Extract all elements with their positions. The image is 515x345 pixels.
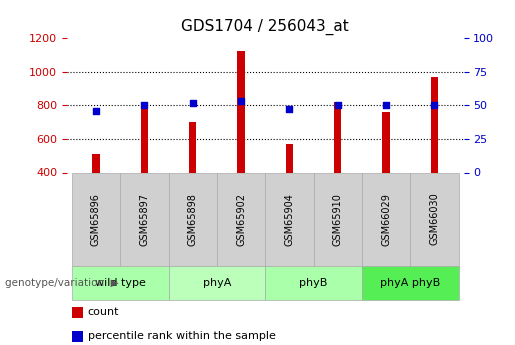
Text: GSM66030: GSM66030 bbox=[430, 193, 439, 245]
Text: wild type: wild type bbox=[95, 278, 146, 288]
Text: phyB: phyB bbox=[299, 278, 328, 288]
Point bbox=[334, 102, 342, 108]
Point bbox=[431, 102, 439, 108]
Point bbox=[92, 108, 100, 114]
Text: count: count bbox=[88, 307, 119, 317]
Text: GSM65904: GSM65904 bbox=[284, 193, 295, 246]
Bar bbox=[189, 122, 196, 172]
Bar bbox=[431, 77, 438, 172]
Point bbox=[237, 98, 245, 104]
Bar bbox=[383, 112, 390, 172]
Text: percentile rank within the sample: percentile rank within the sample bbox=[88, 332, 276, 341]
Text: genotype/variation  ▶: genotype/variation ▶ bbox=[5, 278, 119, 288]
Text: phyA phyB: phyA phyB bbox=[380, 278, 440, 288]
Text: GSM65897: GSM65897 bbox=[140, 193, 149, 246]
Text: GSM65902: GSM65902 bbox=[236, 193, 246, 246]
Bar bbox=[92, 154, 99, 172]
Title: GDS1704 / 256043_at: GDS1704 / 256043_at bbox=[181, 19, 349, 35]
Bar bbox=[334, 102, 341, 172]
Point bbox=[285, 107, 294, 112]
Text: phyA: phyA bbox=[203, 278, 231, 288]
Text: GSM65896: GSM65896 bbox=[91, 193, 101, 246]
Text: GSM66029: GSM66029 bbox=[381, 193, 391, 246]
Text: GSM65910: GSM65910 bbox=[333, 193, 343, 246]
Point bbox=[140, 102, 148, 108]
Bar bbox=[237, 51, 245, 172]
Text: GSM65898: GSM65898 bbox=[187, 193, 198, 246]
Bar bbox=[141, 104, 148, 172]
Bar bbox=[286, 144, 293, 172]
Point bbox=[188, 100, 197, 105]
Point bbox=[382, 102, 390, 108]
